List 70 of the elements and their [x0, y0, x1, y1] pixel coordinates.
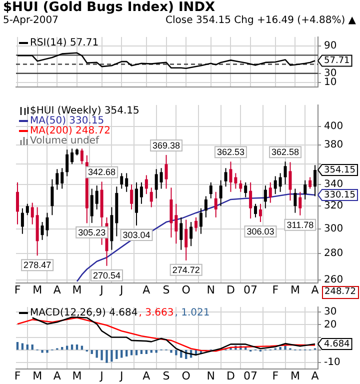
annotation: 303.04: [122, 230, 150, 240]
x-tick-label: N: [206, 369, 216, 382]
x-tick-label: O: [182, 369, 191, 382]
x-tick-label: J: [99, 283, 104, 296]
x-tick-label: F: [272, 283, 279, 296]
x-tick-label: F: [14, 283, 21, 296]
legend-label: MA(200) 248.72: [30, 126, 111, 137]
x-tick-label: M: [32, 369, 42, 382]
x-tick-label: S: [162, 369, 170, 382]
y-tick-label: -10: [324, 357, 340, 368]
x-tick-label: J: [99, 369, 104, 382]
x-tick-label: A: [142, 369, 151, 382]
x-tick-label: M: [290, 283, 300, 296]
x-tick-label: D: [226, 369, 235, 382]
annotation: 369.38: [152, 140, 180, 150]
text: 354.15: [324, 165, 356, 176]
series-label: , 3.663: [138, 308, 174, 319]
legend-label: $HUI (Weekly) 354.15: [30, 106, 140, 117]
y-tick-label: 320: [324, 200, 344, 212]
x-tick-label: A: [53, 369, 62, 382]
annotation: 362.53: [216, 147, 244, 158]
x-tick-label: A: [142, 283, 151, 296]
x-tick-label: F: [272, 369, 279, 382]
x-tick-label: F: [14, 369, 21, 382]
x-tick-label: M: [32, 283, 42, 296]
data-label: 4.684: [324, 339, 350, 350]
annotation: 274.72: [172, 264, 200, 275]
data-label: 330.15: [324, 190, 356, 200]
y-tick-label: 400: [324, 121, 344, 132]
x-tick-label: M: [72, 369, 82, 382]
y-tick-label: 380: [324, 139, 344, 150]
legend-label: RSI(14) 57.71: [30, 38, 99, 49]
x-tick-label: M: [72, 283, 82, 296]
annotation: 342.68: [88, 167, 116, 178]
x-tick-label: S: [162, 283, 170, 296]
x-tick-label: J: [119, 283, 124, 296]
y-tick-label: 10: [324, 77, 337, 88]
legend-label: MACD(12,26,9) 4.684: [30, 308, 138, 319]
annotation: 305.23: [78, 227, 106, 238]
chart-title: $HUI (Gold Bugs Index) INDX: [3, 0, 216, 15]
text: , 1.021: [174, 308, 210, 319]
annotation: 362.58: [272, 147, 300, 158]
y-tick-label: 280: [324, 248, 344, 260]
annotation: 306.03: [246, 226, 274, 236]
x-tick-label: 07: [244, 369, 258, 382]
annotation: 311.78: [286, 220, 314, 230]
x-tick-label: A: [53, 283, 62, 296]
x-tick-label: A: [311, 283, 320, 296]
x-tick-label: 07: [244, 283, 258, 296]
data-label: 57.71: [324, 56, 350, 66]
y-tick-label: 20: [324, 319, 337, 330]
y-tick-label: 30: [324, 306, 337, 318]
x-tick-label: O: [182, 283, 191, 296]
y-tick-label: 30: [324, 68, 337, 79]
text: Close 354.15 Chg +16.49 (+4.88%) ▲: [166, 15, 356, 26]
y-tick-label: 300: [324, 224, 344, 235]
y-tick-label: 340: [324, 179, 344, 190]
x-tick-label: M: [290, 369, 300, 382]
x-tick-label: J: [119, 369, 124, 382]
x-tick-label: D: [226, 283, 235, 296]
x-tick-label: A: [311, 369, 320, 382]
chart-subtitle: 5-Apr-2007: [3, 15, 58, 26]
x-tick-label: N: [206, 283, 216, 296]
annotation: 270.54: [92, 270, 121, 280]
legend-label: Volume undef: [30, 136, 100, 147]
y-tick-label: 90: [324, 40, 337, 52]
text: 248.72: [322, 286, 359, 299]
annotation: 278.47: [24, 260, 52, 270]
legend-label: MA(50) 330.15: [30, 116, 104, 127]
y-tick-label: 260: [324, 274, 344, 286]
